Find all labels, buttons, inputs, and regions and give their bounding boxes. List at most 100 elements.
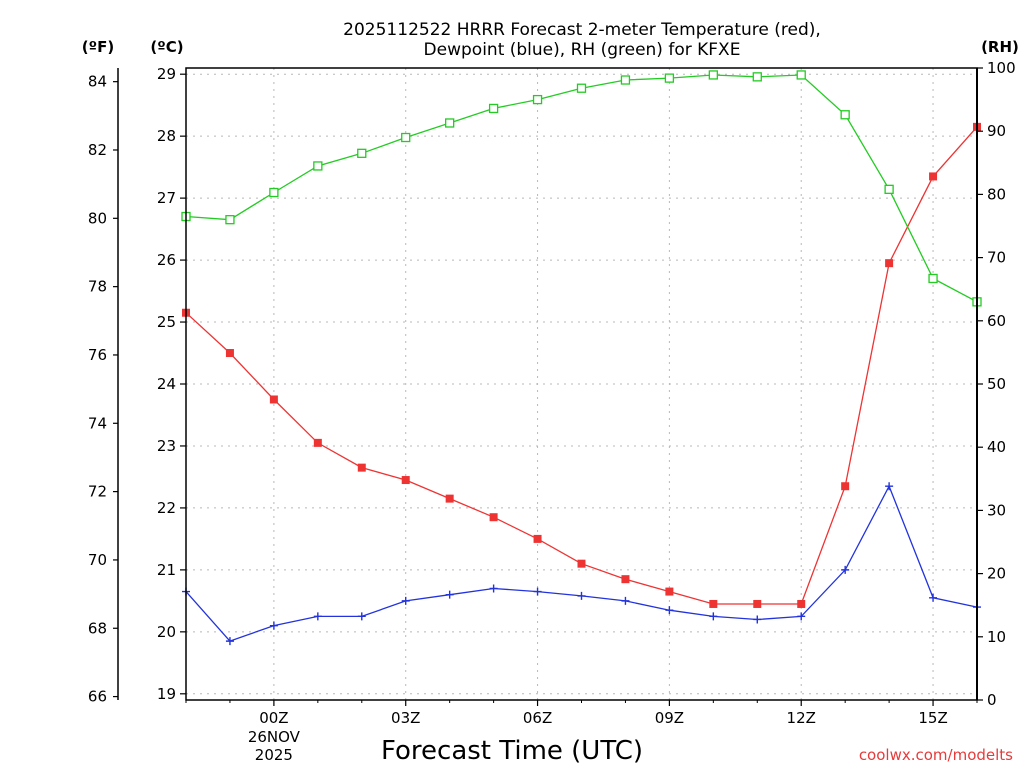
- rh-tick-label: 0: [987, 691, 997, 709]
- celsius-tick-label: 19: [157, 685, 176, 703]
- rh-tick-label: 90: [987, 122, 1006, 140]
- fahrenheit-tick-label: 84: [88, 73, 107, 91]
- fahrenheit-tick-label: 76: [88, 346, 107, 364]
- fahrenheit-tick-label: 74: [88, 414, 107, 432]
- dewpoint-point: [269, 621, 278, 630]
- rh-point: [620, 75, 631, 85]
- dewpoint-point: [929, 593, 938, 602]
- time-tick-label: 06Z: [523, 709, 552, 727]
- rh-point: [796, 70, 806, 80]
- dewpoint-point: [841, 565, 850, 574]
- temperature-point: [841, 482, 850, 491]
- time-tick-label: 03Z: [391, 709, 420, 727]
- chart-title-line-2: Dewpoint (blue), RH (green) for KFXE: [424, 40, 741, 60]
- rh-point: [884, 184, 894, 194]
- fahrenheit-unit-label: (ºF): [82, 38, 114, 56]
- fahrenheit-tick-label: 78: [88, 278, 107, 296]
- rh-tick-label: 30: [987, 501, 1006, 519]
- temperature-point: [885, 259, 894, 268]
- celsius-tick-label: 27: [157, 189, 176, 207]
- rh-point: [488, 103, 499, 114]
- time-tick-label: 09Z: [655, 709, 684, 727]
- celsius-unit-label: (ºC): [150, 38, 183, 56]
- rh-point: [225, 215, 235, 225]
- fahrenheit-tick-label: 80: [88, 209, 107, 227]
- fahrenheit-tick-label: 82: [88, 141, 107, 159]
- rh-point: [752, 72, 762, 82]
- celsius-tick-label: 23: [157, 437, 176, 455]
- celsius-tick-label: 20: [157, 623, 176, 641]
- credit-label: coolwx.com/modelts: [859, 746, 1013, 764]
- fahrenheit-tick-label: 70: [88, 551, 107, 569]
- gridlines: [186, 68, 977, 700]
- temperature-point: [797, 599, 806, 608]
- dewpoint-point: [489, 584, 498, 593]
- temperature-point: [665, 587, 674, 596]
- rh-point: [928, 273, 938, 284]
- rh-tick-label: 70: [987, 249, 1006, 267]
- dewpoint-point: [621, 596, 630, 605]
- celsius-tick-label: 26: [157, 251, 176, 269]
- celsius-tick-label: 24: [157, 375, 176, 393]
- dewpoint-point: [665, 606, 674, 615]
- temperature-point: [929, 172, 938, 181]
- temperature-point: [489, 513, 498, 522]
- dewpoint-point: [313, 612, 322, 621]
- series-layer: [181, 70, 982, 646]
- dewpoint-point: [533, 587, 542, 596]
- rh-unit-label: (RH): [981, 38, 1019, 56]
- date-label-line: 26NOV: [248, 728, 301, 746]
- dewpoint-point: [577, 591, 586, 600]
- rh-point: [840, 110, 850, 120]
- dewpoint-point: [753, 615, 762, 624]
- x-axis-label: Forecast Time (UTC): [381, 736, 643, 766]
- temperature-point: [269, 395, 278, 404]
- dewpoint-point: [797, 612, 806, 621]
- fahrenheit-tick-label: 72: [88, 483, 107, 501]
- celsius-tick-label: 22: [157, 499, 176, 517]
- temperature-point: [225, 349, 234, 358]
- rh-point: [313, 161, 323, 171]
- time-tick-label: 15Z: [918, 709, 947, 727]
- axes-layer: 19 20 21 22 23 24 25 26 27 28 29 66 68 70 72 74 76 78 80 82…: [88, 59, 1016, 764]
- fahrenheit-tick-label: 68: [88, 619, 107, 637]
- dewpoint-point: [445, 590, 454, 599]
- rh-point: [445, 118, 455, 128]
- rh-point: [269, 187, 279, 198]
- rh-tick-label: 100: [987, 59, 1016, 77]
- time-tick-label: 00Z: [259, 709, 288, 727]
- temperature-point: [533, 534, 542, 543]
- temperature-point: [313, 438, 322, 447]
- temperature-point: [577, 559, 586, 568]
- rh-tick-label: 80: [987, 185, 1006, 203]
- date-label-line: 2025: [255, 746, 293, 764]
- temperature-point: [621, 575, 630, 584]
- celsius-tick-label: 21: [157, 561, 176, 579]
- dewpoint-point: [709, 612, 718, 621]
- temperature-point: [753, 599, 762, 608]
- time-tick-label: 12Z: [787, 709, 816, 727]
- temperature-point: [357, 463, 366, 472]
- rh-tick-label: 60: [987, 312, 1006, 330]
- dewpoint-point: [357, 612, 366, 621]
- rh-point: [357, 148, 367, 158]
- dewpoint-point: [401, 596, 410, 605]
- rh-point: [708, 70, 718, 80]
- celsius-tick-label: 28: [157, 127, 176, 145]
- celsius-tick-label: 25: [157, 313, 176, 331]
- dewpoint-point: [885, 482, 894, 491]
- celsius-tick-label: 29: [157, 65, 176, 83]
- rh-tick-label: 10: [987, 628, 1006, 646]
- dewpoint-point: [225, 637, 234, 646]
- rh-tick-label: 40: [987, 438, 1006, 456]
- rh-line: [185, 74, 978, 303]
- rh-point: [576, 83, 587, 93]
- chart-title-line-1: 2025112522 HRRR Forecast 2-meter Tempera…: [343, 20, 821, 40]
- fahrenheit-tick-label: 66: [88, 688, 107, 706]
- rh-tick-label: 50: [987, 375, 1006, 393]
- rh-tick-label: 20: [987, 565, 1006, 583]
- temperature-point: [445, 494, 454, 503]
- rh-point: [664, 73, 675, 83]
- temperature-point: [709, 599, 718, 608]
